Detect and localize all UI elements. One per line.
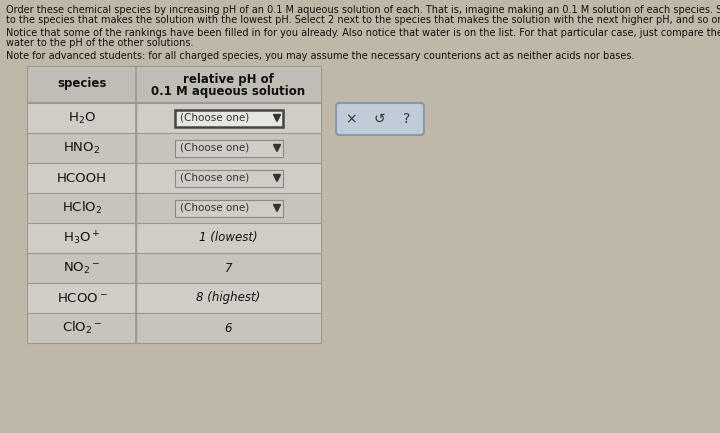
Text: Note for advanced students: for all charged species, you may assume the necessar: Note for advanced students: for all char… [6, 51, 634, 61]
Text: water to the pH of the other solutions.: water to the pH of the other solutions. [6, 38, 194, 48]
Bar [28, 163, 321, 193]
Bar [28, 133, 321, 163]
Text: HCOO$^-$: HCOO$^-$ [57, 291, 107, 304]
Bar [28, 67, 321, 103]
Text: ClO$_2$$^-$: ClO$_2$$^-$ [62, 320, 102, 336]
Text: to the species that makes the solution with the lowest pH. Select 2 next to the : to the species that makes the solution w… [6, 15, 720, 25]
Bar [28, 67, 321, 343]
Text: 8 (highest): 8 (highest) [197, 291, 261, 304]
Polygon shape [274, 114, 281, 122]
Text: 7: 7 [225, 262, 233, 275]
Bar [28, 103, 321, 133]
Text: (Choose one): (Choose one) [181, 143, 250, 153]
Text: 1 (lowest): 1 (lowest) [199, 232, 258, 245]
Text: HNO$_2$: HNO$_2$ [63, 140, 101, 155]
Text: NO$_2$$^-$: NO$_2$$^-$ [63, 261, 101, 275]
Text: (Choose one): (Choose one) [181, 113, 250, 123]
Text: ↺: ↺ [373, 112, 384, 126]
Bar [28, 283, 321, 313]
Text: ?: ? [403, 112, 410, 126]
Text: HCOOH: HCOOH [57, 171, 107, 184]
Bar [174, 110, 282, 126]
Bar [28, 223, 321, 253]
Bar [174, 169, 282, 187]
Text: Notice that some of the rankings have been filled in for you already. Also notic: Notice that some of the rankings have be… [6, 28, 720, 38]
Text: species: species [58, 77, 107, 90]
Polygon shape [274, 145, 281, 152]
Polygon shape [274, 174, 281, 181]
Text: Order these chemical species by increasing pH of an 0.1 M aqueous solution of ea: Order these chemical species by increasi… [6, 5, 720, 15]
Text: H$_3$O$^+$: H$_3$O$^+$ [63, 229, 101, 247]
Text: HClO$_2$: HClO$_2$ [62, 200, 102, 216]
Text: relative pH of: relative pH of [183, 74, 274, 87]
Bar [28, 253, 321, 283]
Text: H$_2$O: H$_2$O [68, 110, 96, 126]
Polygon shape [274, 204, 281, 211]
FancyBboxPatch shape [336, 103, 424, 135]
Text: (Choose one): (Choose one) [181, 203, 250, 213]
Bar [28, 313, 321, 343]
Text: ×: × [345, 112, 357, 126]
Bar [28, 193, 321, 223]
Bar [174, 139, 282, 156]
Bar [174, 200, 282, 216]
Text: 0.1 M aqueous solution: 0.1 M aqueous solution [151, 85, 305, 98]
Text: (Choose one): (Choose one) [181, 173, 250, 183]
Text: 6: 6 [225, 321, 233, 335]
